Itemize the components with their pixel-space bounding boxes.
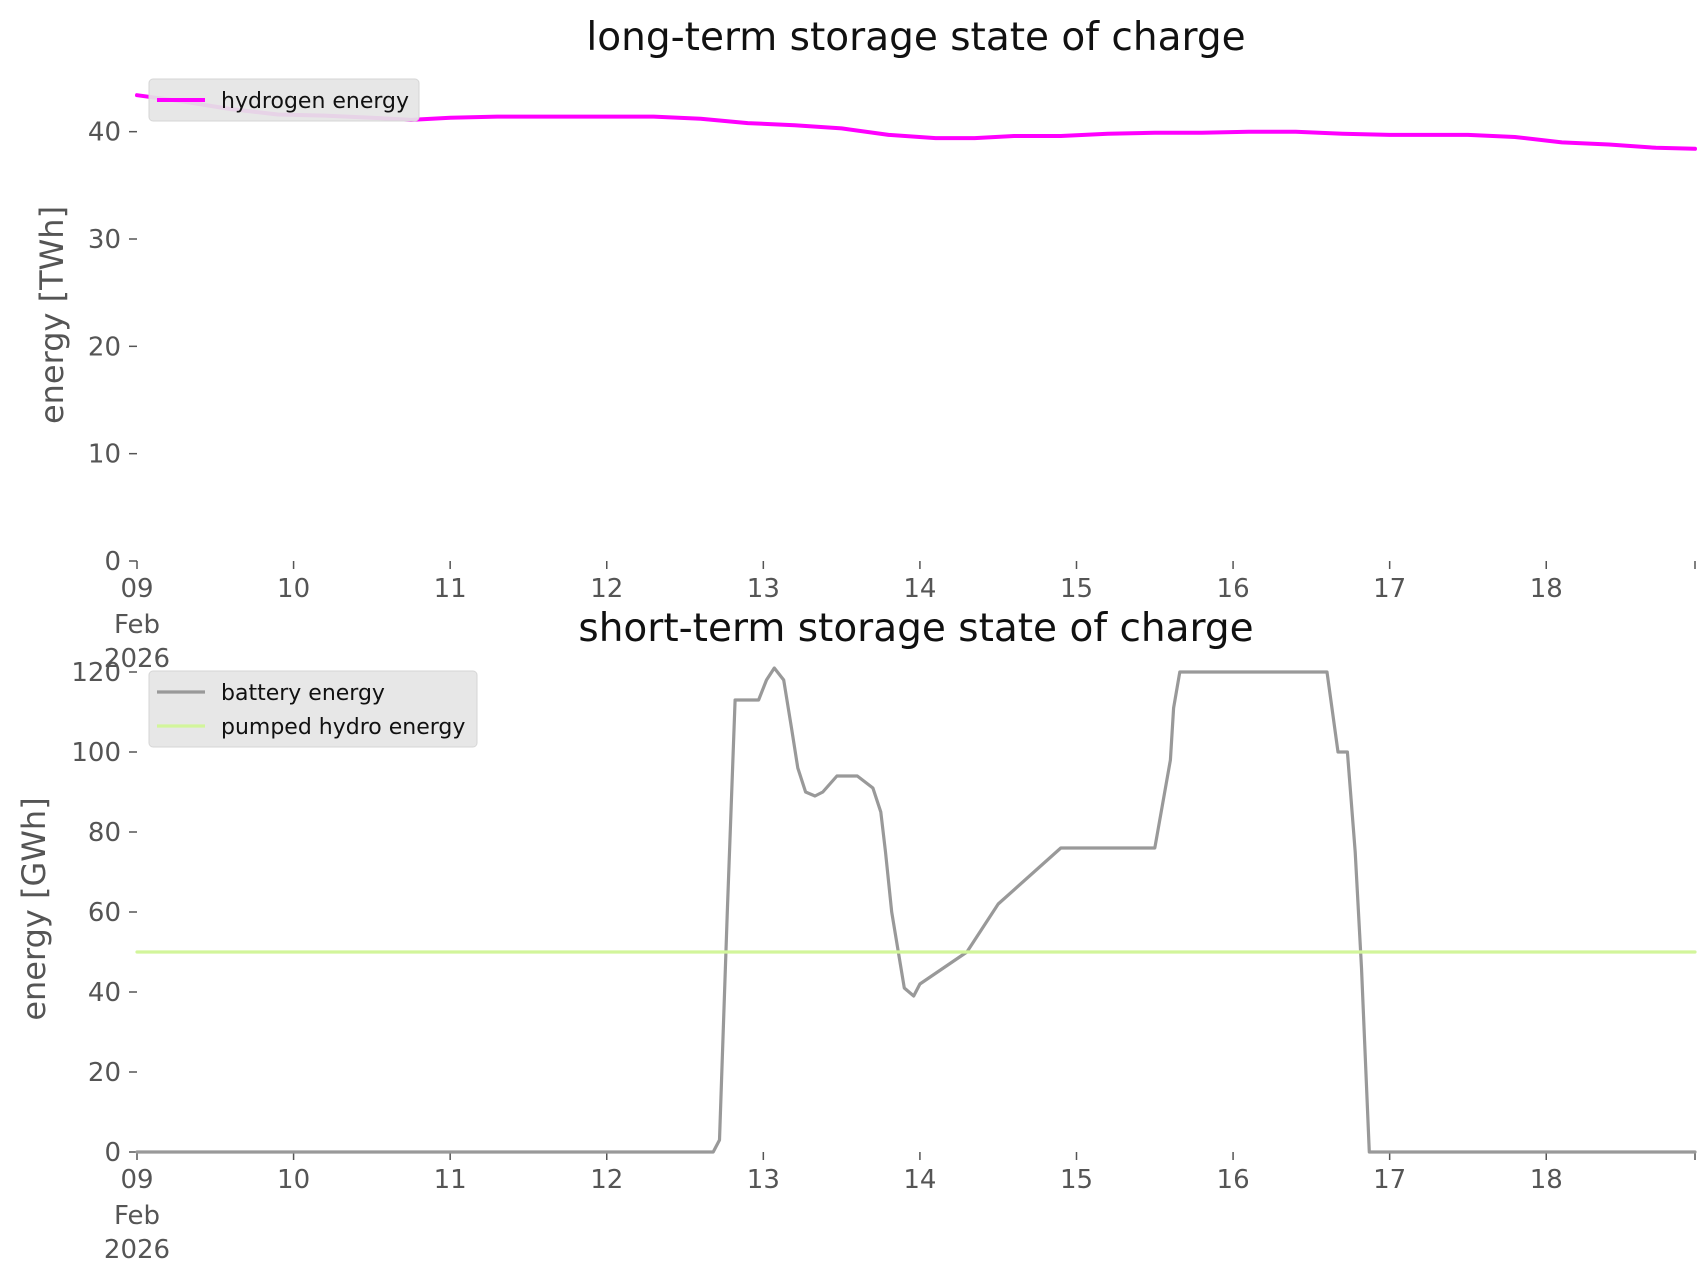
x-axis-ticks: 09 10 11 12 13 14 15 16 17 18 Feb 2026	[104, 561, 1696, 674]
x-tick-label: 09	[120, 1165, 153, 1195]
x-tick-label: 13	[747, 1165, 780, 1195]
y-tick-label: 80	[88, 818, 121, 848]
y-tick-label: 100	[71, 738, 121, 768]
x-tick-label: 15	[1060, 1165, 1093, 1195]
legend: hydrogen energy	[148, 78, 420, 122]
series-line-battery-energy	[135, 666, 1697, 1154]
x-tick-label: 10	[277, 1165, 310, 1195]
y-tick-label: 20	[88, 1058, 121, 1088]
legend-label: pumped hydro energy	[221, 715, 465, 740]
x-tick-label: 11	[434, 1165, 467, 1195]
x-tick-sublabel: Feb	[114, 1201, 160, 1231]
legend-label: battery energy	[221, 681, 385, 706]
y-tick-label: 40	[88, 118, 121, 148]
x-tick-label: 11	[434, 574, 467, 604]
y-tick-label: 40	[88, 978, 121, 1008]
short-term-storage-chart: short-term storage state of charge energ…	[15, 606, 1697, 1265]
legend-label: hydrogen energy	[221, 89, 409, 114]
x-tick-label: 14	[903, 1165, 936, 1195]
x-tick-sublabel: Feb	[114, 610, 160, 640]
y-axis-label: energy [TWh]	[33, 206, 71, 424]
x-tick-label: 15	[1060, 574, 1093, 604]
series-group	[135, 666, 1697, 1154]
x-tick-label: 16	[1217, 1165, 1250, 1195]
x-tick-label: 16	[1217, 574, 1250, 604]
legend-box	[148, 670, 478, 748]
x-tick-label: 09	[120, 574, 153, 604]
x-tick-label: 12	[590, 1165, 623, 1195]
x-axis-ticks: 09 10 11 12 13 14 15 16 17 18 Feb 2026	[104, 1152, 1696, 1265]
y-tick-label: 30	[88, 225, 121, 255]
y-axis-ticks: 0 20 40 60 80 100 120	[71, 658, 137, 1168]
x-tick-label: 10	[277, 574, 310, 604]
x-tick-label: 18	[1530, 1165, 1563, 1195]
y-tick-label: 120	[71, 658, 121, 688]
x-tick-label: 17	[1373, 1165, 1406, 1195]
x-tick-label: 17	[1373, 574, 1406, 604]
x-tick-label: 14	[903, 574, 936, 604]
x-tick-sublabel: 2026	[104, 644, 170, 674]
y-tick-label: 0	[104, 547, 121, 577]
long-term-storage-chart: long-term storage state of charge energy…	[33, 15, 1697, 674]
legend-box	[148, 78, 420, 122]
y-tick-label: 60	[88, 898, 121, 928]
legend: battery energy pumped hydro energy	[148, 670, 478, 748]
chart-title: long-term storage state of charge	[586, 15, 1245, 60]
x-tick-sublabel: 2026	[104, 1235, 170, 1265]
y-tick-label: 0	[104, 1138, 121, 1168]
y-axis-label: energy [GWh]	[15, 797, 53, 1020]
y-axis-ticks: 0 10 20 30 40	[88, 118, 137, 577]
x-tick-label: 18	[1530, 574, 1563, 604]
y-tick-label: 20	[88, 332, 121, 362]
x-tick-label: 13	[747, 574, 780, 604]
x-tick-label: 12	[590, 574, 623, 604]
chart-title: short-term storage state of charge	[578, 606, 1253, 651]
y-tick-label: 10	[88, 440, 121, 470]
